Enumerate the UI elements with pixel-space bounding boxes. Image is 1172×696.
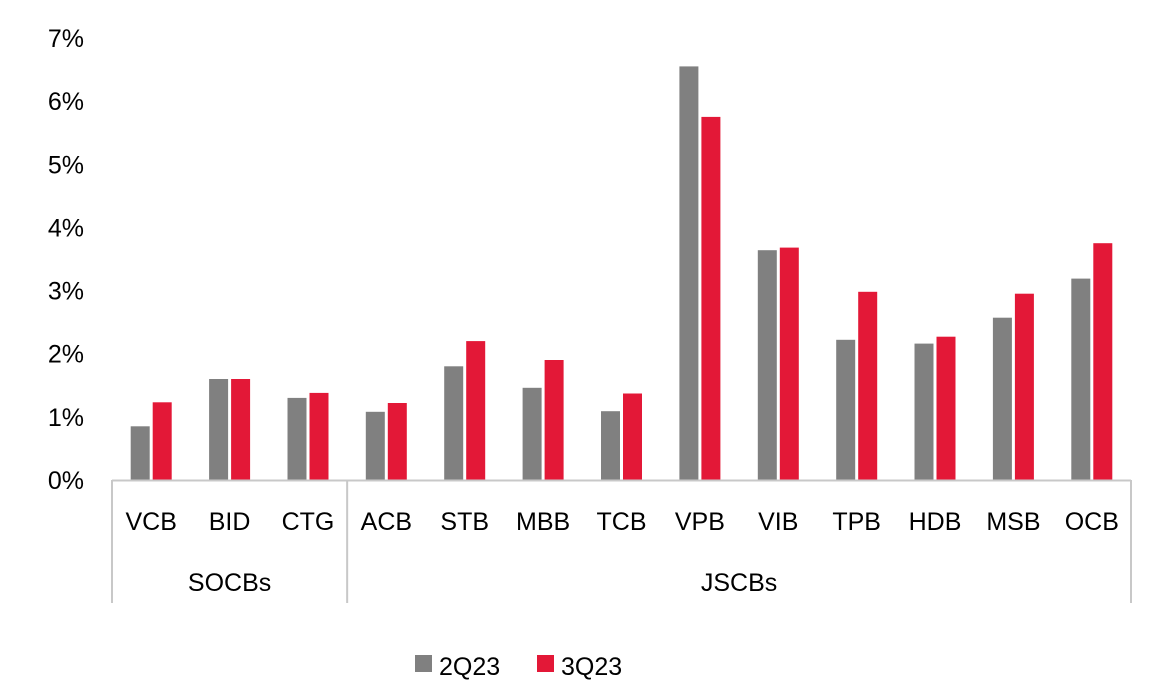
y-tick-label: 7% xyxy=(48,25,84,53)
x-tick-label: STB xyxy=(440,508,489,536)
x-tick-label: MBB xyxy=(516,508,570,536)
legend-label: 3Q23 xyxy=(561,653,622,681)
bar-3q23-bid xyxy=(231,379,251,480)
bar-2q23-stb xyxy=(444,366,464,480)
bar-2q23-vib xyxy=(757,250,777,480)
legend-swatch xyxy=(415,655,432,672)
bar-3q23-vcb xyxy=(152,402,172,480)
bar-3q23-hdb xyxy=(936,336,956,480)
legend-label: 2Q23 xyxy=(439,653,500,681)
bar-2q23-bid xyxy=(209,379,229,480)
bar-2q23-tcb xyxy=(601,411,620,480)
bar-3q23-vpb xyxy=(701,116,721,481)
bar-3q23-tcb xyxy=(623,393,642,480)
x-tick-label: VIB xyxy=(758,508,798,536)
bar-3q23-ctg xyxy=(309,392,329,480)
bar-3q23-stb xyxy=(466,341,486,480)
x-tick-label: BID xyxy=(209,508,251,536)
bar-2q23-hdb xyxy=(914,343,934,480)
bar-3q23-acb xyxy=(387,403,407,480)
bar-2q23-ctg xyxy=(287,397,307,480)
x-tick-label: VCB xyxy=(125,508,176,536)
legend: 2Q23 3Q23 xyxy=(415,653,622,681)
x-axis: VCB BID CTG ACB STB MBB TCB VPB VIB TPB HDB MSB OCB S… xyxy=(111,479,1132,603)
group-label: JSCBs xyxy=(701,569,777,597)
y-tick-label: 3% xyxy=(48,278,84,306)
x-tick-label: MSB xyxy=(986,508,1040,536)
bar-3q23-tpb xyxy=(858,291,878,480)
bar-2q23-acb xyxy=(365,411,385,480)
bar-3q23-mbb xyxy=(544,360,564,480)
x-tick-label: OCB xyxy=(1065,508,1119,536)
bar-2q23-tpb xyxy=(836,339,856,480)
y-tick-label: 1% xyxy=(48,404,84,432)
bar-2q23-ocb xyxy=(1071,278,1091,480)
y-tick-label: 6% xyxy=(48,88,84,116)
y-tick-label: 0% xyxy=(48,467,84,495)
x-tick-label: TPB xyxy=(832,508,881,536)
y-axis: 0% 1% 2% 3% 4% 5% 6% 7% xyxy=(48,25,84,495)
y-tick-label: 2% xyxy=(48,341,84,369)
y-tick-label: 4% xyxy=(48,214,84,242)
bar-3q23-vib xyxy=(779,247,799,480)
bar-2q23-vcb xyxy=(130,426,150,480)
x-tick-label: ACB xyxy=(361,508,412,536)
bars xyxy=(130,66,1113,481)
x-tick-label: VPB xyxy=(675,508,725,536)
bar-2q23-vpb xyxy=(679,66,699,481)
y-tick-label: 5% xyxy=(48,151,84,179)
legend-swatch xyxy=(537,655,554,672)
bar-3q23-ocb xyxy=(1093,243,1113,480)
x-tick-label: CTG xyxy=(282,508,335,536)
bar-3q23-msb xyxy=(1014,293,1034,480)
x-tick-label: TCB xyxy=(597,508,647,536)
bar-2q23-msb xyxy=(992,317,1012,480)
bar-2q23-mbb xyxy=(522,387,542,480)
x-tick-label: HDB xyxy=(909,508,962,536)
group-label: SOCBs xyxy=(188,569,271,597)
